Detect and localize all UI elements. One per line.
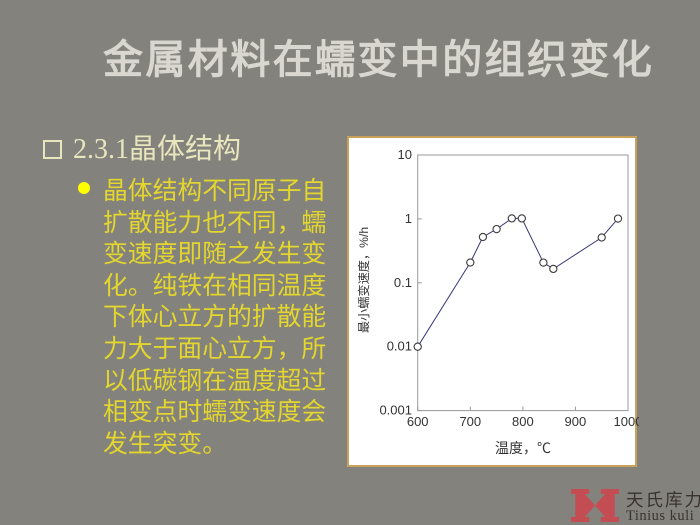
svg-text:1: 1 xyxy=(405,211,412,226)
svg-text:0.001: 0.001 xyxy=(379,403,412,418)
svg-text:700: 700 xyxy=(459,414,481,429)
svg-text:0.1: 0.1 xyxy=(394,275,412,290)
svg-text:900: 900 xyxy=(565,414,587,429)
svg-text:800: 800 xyxy=(512,414,534,429)
svg-text:1000: 1000 xyxy=(614,414,639,429)
svg-text:温度，℃: 温度，℃ xyxy=(495,440,551,456)
svg-text:0.01: 0.01 xyxy=(387,339,412,354)
svg-text:10: 10 xyxy=(398,147,412,162)
svg-text:最小蠕变速度，%/h: 最小蠕变速度，%/h xyxy=(356,227,371,333)
